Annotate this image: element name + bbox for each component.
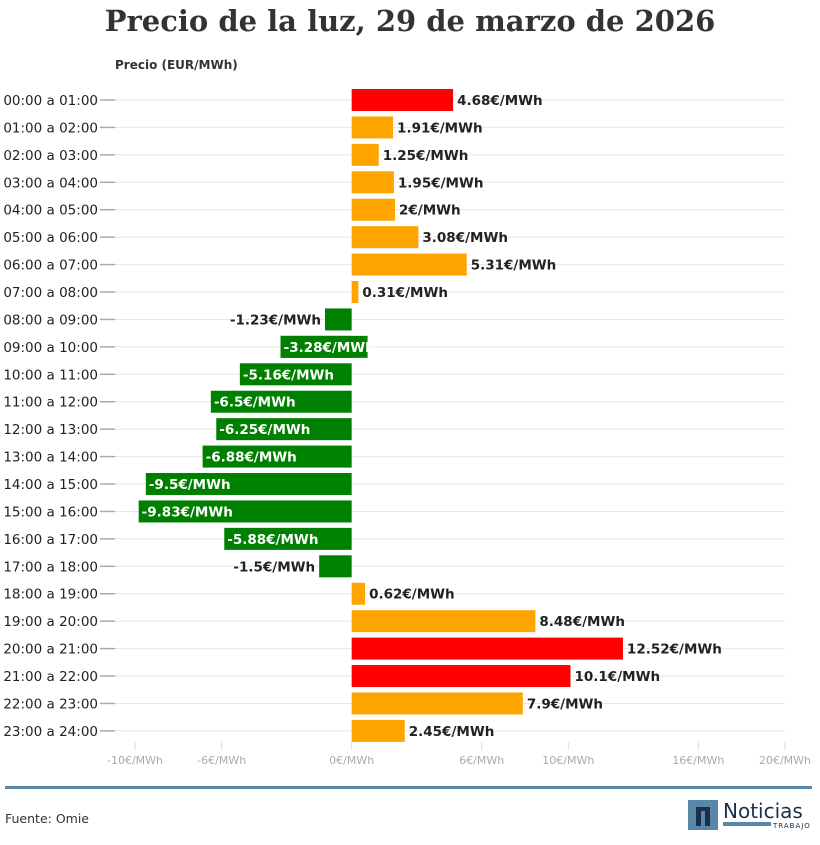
x-tick-label: 0€/MWh (329, 754, 374, 767)
category-label: 20:00 a 21:00 (3, 642, 98, 658)
data-label: 1.95€/MWh (398, 175, 484, 191)
category-label: 16:00 a 17:00 (3, 532, 98, 548)
divider (5, 786, 812, 789)
data-label: 1.25€/MWh (383, 148, 469, 164)
category-label: 17:00 a 18:00 (3, 559, 98, 575)
bar (202, 445, 352, 468)
bar (319, 555, 352, 578)
bar (138, 500, 352, 523)
data-label: 2€/MWh (399, 203, 461, 219)
bar (325, 308, 352, 331)
bar-chart: 00:00 a 01:00 01:00 a 02:00 02:00 a 03:00 0… (3, 89, 811, 767)
data-label: -9.5€/MWh (149, 477, 231, 493)
data-label: -3.28€/MWh (284, 340, 375, 356)
bar (210, 390, 352, 413)
category-label: 02:00 a 03:00 (3, 148, 98, 164)
bar (351, 719, 405, 742)
data-label-bg (280, 335, 368, 358)
data-label: -6.88€/MWh (206, 450, 297, 466)
data-label: 2.45€/MWh (409, 724, 495, 740)
category-label: 23:00 a 24:00 (3, 724, 98, 740)
data-label: 1.91€/MWh (397, 120, 483, 136)
data-label: -1.5€/MWh (233, 559, 315, 575)
data-label: 4.68€/MWh (457, 93, 543, 109)
data-label: -5.88€/MWh (227, 532, 318, 548)
bar (351, 226, 419, 249)
x-tick-label: -10€/MWh (107, 754, 163, 767)
bar (351, 610, 536, 633)
data-label: 8.48€/MWh (539, 614, 625, 630)
bar (351, 582, 366, 605)
category-label: 03:00 a 04:00 (3, 175, 98, 191)
category-label: 19:00 a 20:00 (3, 614, 98, 630)
bar (351, 171, 394, 194)
category-label: 15:00 a 16:00 (3, 504, 98, 520)
data-label: 12.52€/MWh (627, 642, 722, 658)
category-label: 14:00 a 15:00 (3, 477, 98, 493)
bar (351, 116, 394, 139)
y-axis-label: Precio (EUR/MWh) (115, 58, 238, 72)
category-label: 22:00 a 23:00 (3, 696, 98, 712)
category-label: 08:00 a 09:00 (3, 312, 98, 328)
bar (224, 527, 352, 550)
data-label: -1.23€/MWh (230, 312, 321, 328)
bar (145, 473, 352, 496)
category-label: 09:00 a 10:00 (3, 340, 98, 356)
bar (351, 89, 454, 111)
x-tick-label: 20€/MWh (759, 754, 811, 767)
svg-text:Noticias: Noticias (723, 799, 803, 823)
x-tick-label: -6€/MWh (197, 754, 246, 767)
category-label: 07:00 a 08:00 (3, 285, 98, 301)
bar (351, 692, 523, 715)
bar (351, 198, 395, 221)
bar (351, 665, 571, 688)
category-label: 13:00 a 14:00 (3, 450, 98, 466)
data-label: -6.5€/MWh (214, 395, 296, 411)
category-label: 18:00 a 19:00 (3, 587, 98, 603)
data-label: 5.31€/MWh (471, 258, 557, 274)
x-tick-label: 10€/MWh (542, 754, 594, 767)
bar (351, 281, 359, 304)
category-label: 11:00 a 12:00 (3, 395, 98, 411)
noticias-trabajo-logo: Noticias TRABAJO (688, 799, 811, 830)
x-tick-label: 16€/MWh (672, 754, 724, 767)
bar (351, 253, 467, 276)
data-label: 3.08€/MWh (422, 230, 508, 246)
category-label: 06:00 a 07:00 (3, 258, 98, 274)
bar (351, 637, 623, 660)
chart-title: Precio de la luz, 29 de marzo de 2026 (104, 4, 716, 38)
data-label: -5.16€/MWh (243, 367, 334, 383)
data-label: -6.25€/MWh (219, 422, 310, 438)
data-label: 0.62€/MWh (369, 587, 455, 603)
data-label: 0.31€/MWh (362, 285, 448, 301)
data-label: 7.9€/MWh (527, 696, 603, 712)
bar (239, 363, 352, 386)
category-label: 00:00 a 01:00 (3, 93, 98, 109)
source-text: Fuente: Omie (5, 811, 89, 826)
data-label: -9.83€/MWh (142, 504, 233, 520)
bar (216, 418, 352, 441)
category-label: 12:00 a 13:00 (3, 422, 98, 438)
category-label: 01:00 a 02:00 (3, 120, 98, 136)
category-label: 21:00 a 22:00 (3, 669, 98, 685)
category-label: 10:00 a 11:00 (3, 367, 98, 383)
svg-text:TRABAJO: TRABAJO (772, 822, 811, 830)
category-label: 04:00 a 05:00 (3, 203, 98, 219)
category-label: 05:00 a 06:00 (3, 230, 98, 246)
data-label: 10.1€/MWh (575, 669, 661, 685)
x-tick-label: 6€/MWh (459, 754, 504, 767)
bar (351, 143, 379, 166)
